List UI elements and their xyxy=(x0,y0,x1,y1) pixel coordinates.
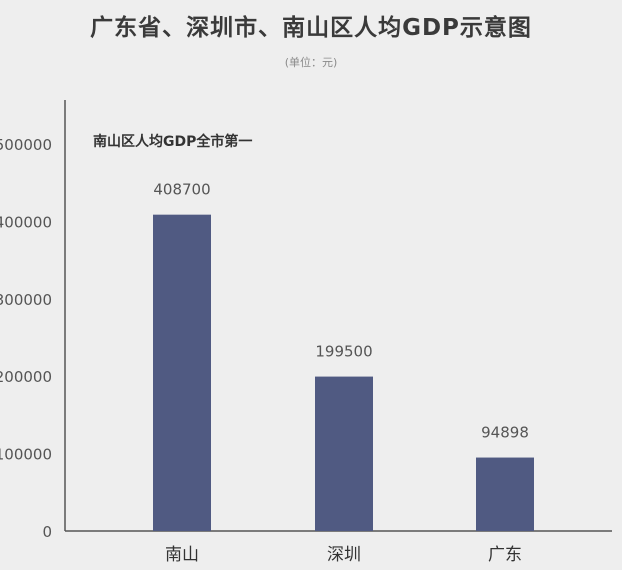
bar xyxy=(476,457,534,531)
y-tick-label: 300000 xyxy=(0,291,52,309)
bar xyxy=(315,376,373,531)
data-label: 408700 xyxy=(153,181,210,199)
y-tick-label: 500000 xyxy=(0,136,52,154)
chart-title: 广东省、深圳市、南山区人均GDP示意图 xyxy=(90,15,532,41)
data-label: 199500 xyxy=(315,343,372,361)
x-tick-label: 南山 xyxy=(165,545,199,565)
x-tick-label: 广东 xyxy=(488,545,522,565)
chart-annotation: 南山区人均GDP全市第一 xyxy=(93,134,253,150)
bar xyxy=(153,214,211,531)
x-tick-label: 深圳 xyxy=(327,545,361,565)
y-tick-label: 400000 xyxy=(0,213,52,231)
chart-subtitle: (单位：元) xyxy=(284,56,338,69)
data-label: 94898 xyxy=(481,424,529,442)
y-tick-label: 0 xyxy=(42,523,52,541)
y-tick-label: 200000 xyxy=(0,368,52,386)
y-tick-label: 100000 xyxy=(0,446,52,464)
